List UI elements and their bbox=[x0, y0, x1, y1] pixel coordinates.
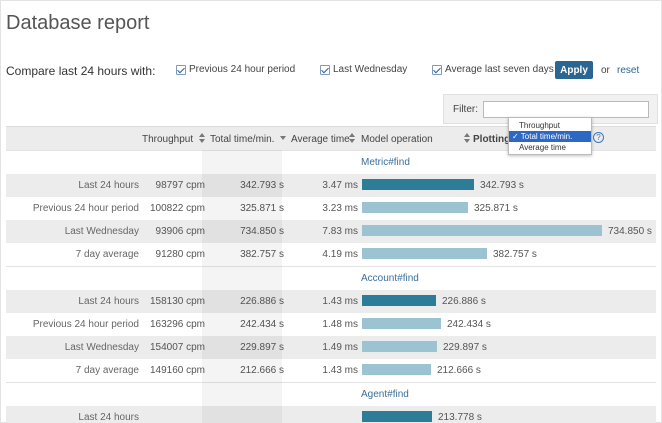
throughput-cell: 100822 cpm bbox=[149, 203, 205, 214]
or-text: or bbox=[601, 65, 610, 76]
throughput-cell: 149160 cpm bbox=[149, 365, 205, 376]
header-throughput[interactable]: Throughput bbox=[142, 134, 194, 145]
row-label: Last Wednesday bbox=[64, 226, 139, 237]
plot-bar-label: 242.434 s bbox=[447, 319, 491, 330]
average-time-cell: 7.83 ms bbox=[322, 226, 358, 237]
throughput-cell: 91280 cpm bbox=[155, 249, 205, 260]
plotting-option-label: Total time/min. bbox=[520, 132, 573, 141]
plot-bar-label: 325.871 s bbox=[474, 203, 518, 214]
row-label: 7 day average bbox=[75, 365, 139, 376]
total-time-cell: 342.793 s bbox=[240, 180, 284, 191]
checkbox-checked-icon bbox=[432, 64, 442, 75]
average-time-cell: 1.48 ms bbox=[322, 319, 358, 330]
table-row: 7 day average 149160 cpm 212.666 s 1.43 ms 2… bbox=[6, 359, 656, 382]
filter-label: Filter: bbox=[453, 104, 478, 115]
plot-bar-label: 342.793 s bbox=[480, 180, 524, 191]
model-operation-link[interactable]: Account#find bbox=[361, 273, 419, 284]
total-time-cell: 325.871 s bbox=[240, 203, 284, 214]
page-title: Database report bbox=[6, 12, 150, 34]
total-time-cell: 382.757 s bbox=[240, 249, 284, 260]
table-row: Last 24 hours 98797 cpm 342.793 s 3.47 ms 34… bbox=[6, 174, 656, 197]
average-time-cell: 1.43 ms bbox=[322, 365, 358, 376]
table-row: Previous 24 hour period 163296 cpm 242.434… bbox=[6, 313, 656, 336]
plot-bar bbox=[362, 248, 487, 259]
throughput-cell: 158130 cpm bbox=[149, 296, 205, 307]
average-time-cell: 1.43 ms bbox=[322, 296, 358, 307]
average-time-cell: 3.23 ms bbox=[322, 203, 358, 214]
checkbox-label: Last Wednesday bbox=[333, 64, 408, 75]
model-operation-link[interactable]: Metric#find bbox=[361, 157, 410, 168]
table-row: 7 day average 91280 cpm 382.757 s 4.19 ms 38… bbox=[6, 243, 656, 266]
throughput-cell: 163296 cpm bbox=[149, 319, 205, 330]
table-row: Last 24 hours 213.778 s bbox=[6, 406, 656, 423]
table-row: Last 24 hours 158130 cpm 226.886 s 1.43 ms 2… bbox=[6, 290, 656, 313]
checkbox-average-seven-days[interactable]: Average last seven days bbox=[432, 64, 554, 75]
sort-icon[interactable] bbox=[349, 133, 355, 144]
header-model-operation[interactable]: Model operation bbox=[361, 134, 433, 145]
row-label: Last 24 hours bbox=[78, 180, 139, 191]
plot-bar-label: 226.886 s bbox=[442, 296, 486, 307]
table-row: Last Wednesday 154007 cpm 229.897 s 1.49 ms… bbox=[6, 336, 656, 359]
row-label: Last 24 hours bbox=[78, 412, 139, 423]
checkbox-label: Average last seven days bbox=[445, 64, 554, 75]
plot-bar bbox=[362, 202, 468, 213]
header-plotting[interactable]: Plotting bbox=[473, 134, 511, 145]
average-time-cell: 3.47 ms bbox=[322, 180, 358, 191]
help-icon[interactable]: ? bbox=[593, 132, 604, 143]
throughput-cell: 93906 cpm bbox=[155, 226, 205, 237]
row-label: Previous 24 hour period bbox=[32, 203, 139, 214]
plot-bar bbox=[362, 364, 431, 375]
plot-bar-label: 229.897 s bbox=[443, 342, 487, 353]
plot-bar-label: 734.850 s bbox=[608, 226, 652, 237]
plotting-option-total-time[interactable]: ✓ Total time/min. bbox=[509, 131, 591, 142]
total-time-cell: 242.434 s bbox=[240, 319, 284, 330]
average-time-cell: 4.19 ms bbox=[322, 249, 358, 260]
group-header: Account#find bbox=[6, 266, 656, 290]
plot-bar bbox=[362, 295, 436, 306]
plot-bar bbox=[362, 179, 474, 190]
checkbox-previous-24-hours[interactable]: Previous 24 hour period bbox=[176, 64, 295, 75]
plot-bar-label: 213.778 s bbox=[438, 412, 482, 423]
apply-button[interactable]: Apply bbox=[555, 61, 593, 79]
filter-input[interactable] bbox=[483, 101, 649, 118]
average-time-cell: 1.49 ms bbox=[322, 342, 358, 353]
compare-bar: Compare last 24 hours with: Previous 24 … bbox=[6, 61, 656, 80]
group-header: Agent#find bbox=[6, 382, 656, 406]
plotting-option-throughput[interactable]: Throughput bbox=[519, 121, 560, 130]
checkbox-label: Previous 24 hour period bbox=[189, 64, 296, 75]
total-time-cell: 734.850 s bbox=[240, 226, 284, 237]
total-time-cell: 226.886 s bbox=[240, 296, 284, 307]
plotting-option-average-time[interactable]: Average time bbox=[519, 143, 566, 152]
plot-bar bbox=[362, 411, 432, 422]
checkbox-checked-icon bbox=[320, 64, 330, 75]
throughput-cell: 154007 cpm bbox=[149, 342, 205, 353]
sort-descending-icon[interactable] bbox=[280, 136, 286, 140]
plotting-dropdown[interactable]: Throughput ✓ Total time/min. Average tim… bbox=[508, 117, 592, 155]
total-time-cell: 212.666 s bbox=[240, 365, 284, 376]
header-average-time[interactable]: Average time bbox=[291, 134, 350, 145]
model-operation-link[interactable]: Agent#find bbox=[361, 389, 409, 400]
compare-label: Compare last 24 hours with: bbox=[6, 64, 156, 78]
sort-icon[interactable] bbox=[464, 133, 470, 144]
sort-icon[interactable] bbox=[199, 133, 205, 144]
table-row: Last Wednesday 93906 cpm 734.850 s 7.83 ms 7… bbox=[6, 220, 656, 243]
total-time-cell: 229.897 s bbox=[240, 342, 284, 353]
row-label: 7 day average bbox=[75, 249, 139, 260]
plot-bar-label: 382.757 s bbox=[493, 249, 537, 260]
plot-bar-label: 212.666 s bbox=[437, 365, 481, 376]
plot-bar bbox=[362, 318, 441, 329]
plot-bar bbox=[362, 225, 602, 236]
row-label: Last 24 hours bbox=[78, 296, 139, 307]
table-row: Previous 24 hour period 100822 cpm 325.871… bbox=[6, 197, 656, 220]
row-label: Previous 24 hour period bbox=[32, 319, 139, 330]
checkbox-last-wednesday[interactable]: Last Wednesday bbox=[320, 64, 407, 75]
throughput-cell: 98797 cpm bbox=[155, 180, 205, 191]
table-body: Metric#find Last 24 hours 98797 cpm 342.793… bbox=[6, 150, 656, 423]
row-label: Last Wednesday bbox=[64, 342, 139, 353]
checkbox-checked-icon bbox=[176, 64, 186, 75]
plot-bar bbox=[362, 341, 437, 352]
reset-link[interactable]: reset bbox=[617, 65, 640, 76]
header-total-time[interactable]: Total time/min. bbox=[210, 134, 275, 145]
